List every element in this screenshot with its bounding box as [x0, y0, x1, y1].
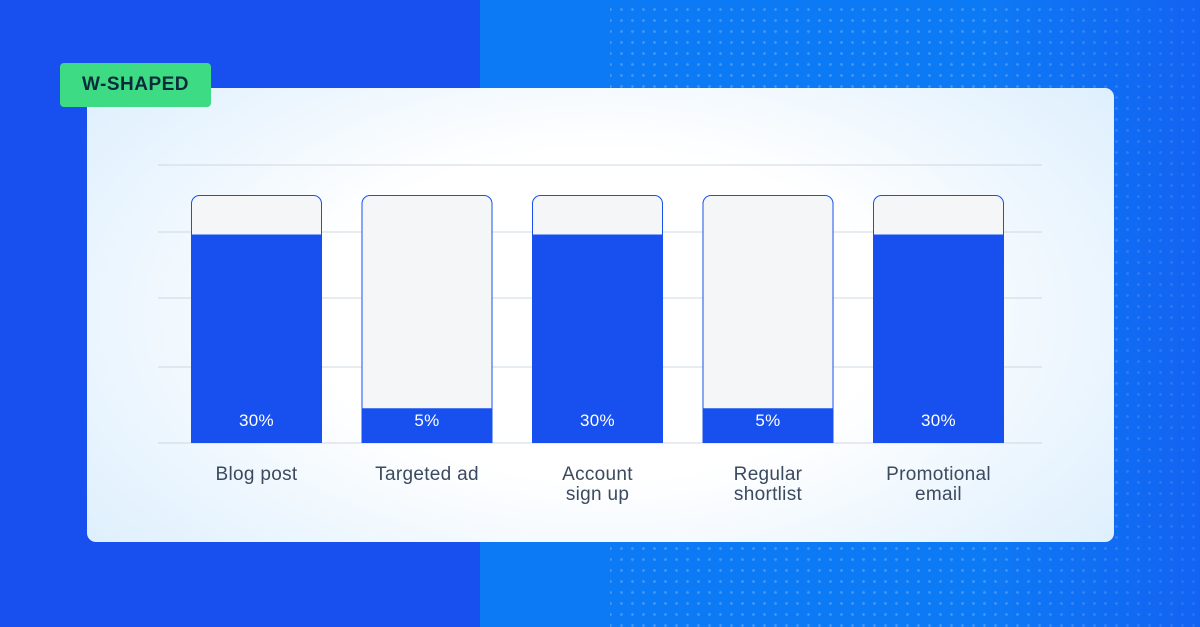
x-tick-label: Blog post — [216, 464, 298, 485]
bar — [702, 408, 834, 443]
bar — [873, 234, 1004, 443]
x-tick-label: Targeted ad — [375, 464, 479, 485]
bar-frame — [361, 195, 493, 443]
x-tick-label: shortlist — [734, 484, 803, 505]
bar-group: 30% Blog post — [191, 195, 322, 485]
bar — [191, 234, 322, 443]
bar — [361, 408, 493, 443]
bar-frame — [702, 195, 834, 443]
bar — [532, 234, 663, 443]
data-label: 30% — [580, 411, 615, 430]
x-tick-label: sign up — [566, 484, 629, 505]
x-tick-label: email — [915, 484, 962, 505]
data-label: 30% — [921, 411, 956, 430]
attribution-model-badge: W-SHAPED — [60, 63, 211, 107]
x-tick-label: Account — [562, 464, 633, 485]
data-label: 30% — [239, 411, 274, 430]
x-tick-label: Promotional — [886, 464, 991, 485]
bar-group: 5% Targeted ad — [361, 195, 493, 485]
x-tick-label: Regular — [734, 464, 803, 485]
data-label: 5% — [414, 411, 439, 430]
data-label: 5% — [755, 411, 780, 430]
chart-card: 30% Blog post 5% Targeted ad 30% Account sign … — [87, 88, 1114, 542]
bar-chart: 30% Blog post 5% Targeted ad 30% Accountsign … — [158, 164, 1042, 505]
